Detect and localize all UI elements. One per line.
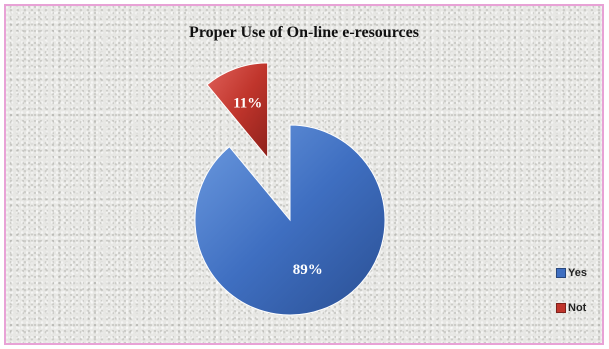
legend-swatch-yes <box>556 268 566 278</box>
legend: Yes Not <box>556 266 587 336</box>
legend-item-not: Not <box>556 301 587 315</box>
pie-slice-yes <box>195 125 385 315</box>
legend-item-yes: Yes <box>556 266 587 280</box>
legend-swatch-not <box>556 303 566 313</box>
data-label-not: 11% <box>233 95 262 111</box>
legend-label-yes: Yes <box>568 267 587 279</box>
legend-label-not: Not <box>568 302 586 314</box>
data-label-yes: 89% <box>293 262 323 278</box>
